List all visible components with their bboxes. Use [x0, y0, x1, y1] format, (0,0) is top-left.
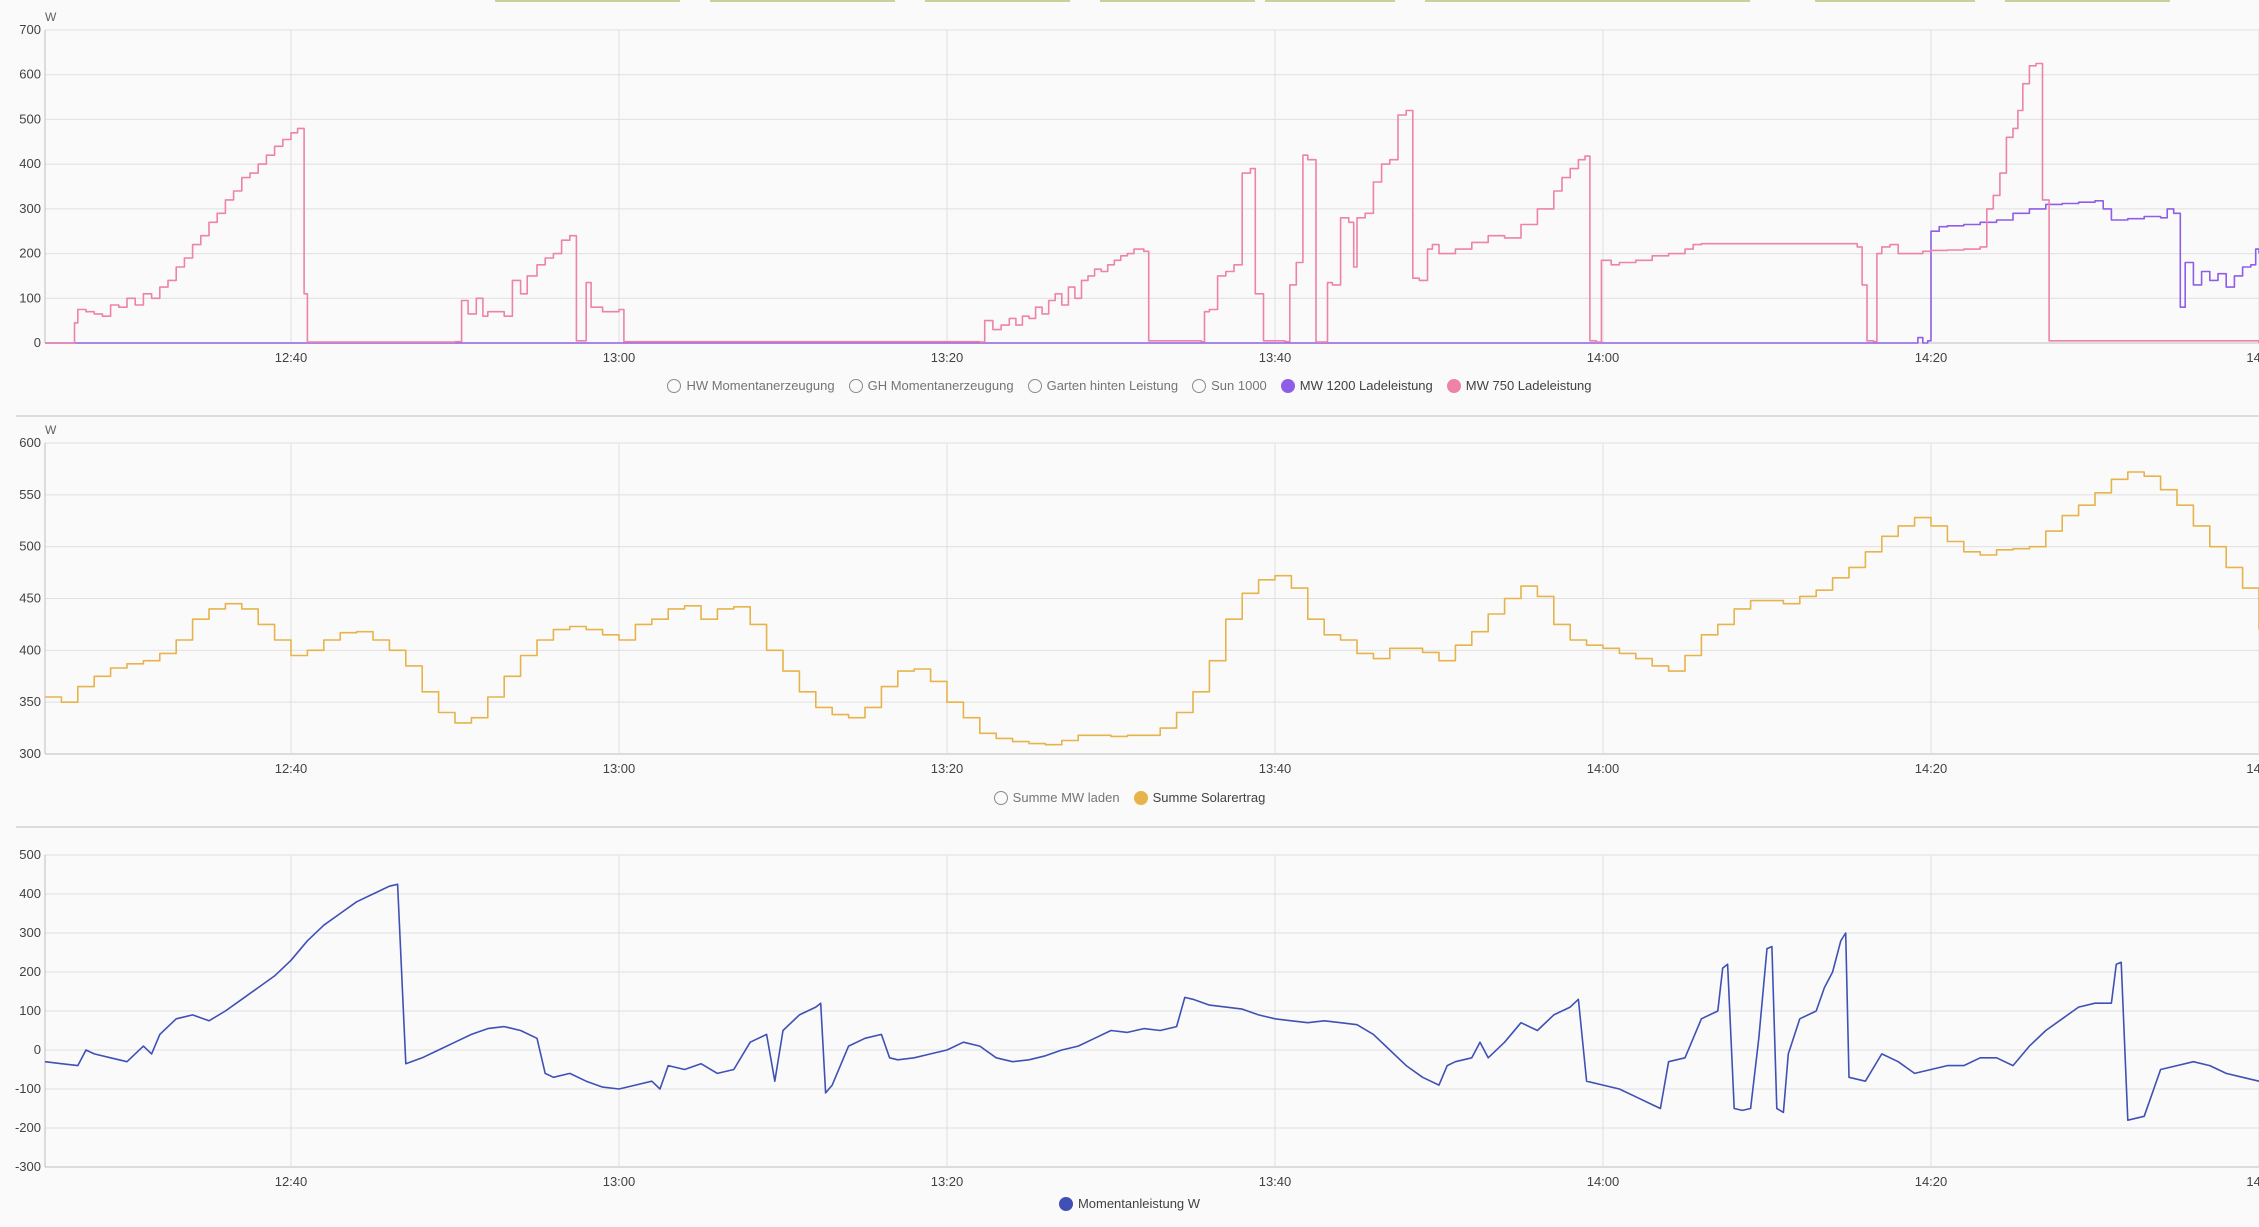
y-tick-label: 600 [19, 67, 41, 82]
x-tick-label: 12:40 [275, 761, 308, 776]
x-tick-label: 13:00 [603, 350, 636, 365]
series-line-mw-750-ladeleistung[interactable] [45, 62, 2259, 344]
top-toolbar-fragment [1815, 0, 1975, 2]
y-tick-label: 0 [34, 335, 41, 350]
legend-empty-circle-icon [848, 378, 863, 393]
top-toolbar-fragment [1265, 0, 1395, 2]
x-tick-label: 14:00 [1587, 1174, 1620, 1189]
legend-item[interactable]: Garten hinten Leistung [1027, 378, 1179, 393]
legend-filled-dot-icon [1280, 378, 1295, 393]
legend-label: MW 750 Ladeleistung [1465, 378, 1592, 393]
legend-label: Summe Solarertrag [1152, 790, 1266, 805]
legend-item[interactable]: HW Momentanerzeugung [667, 378, 835, 393]
legend-item[interactable]: Sun 1000 [1192, 378, 1267, 393]
top-toolbar-fragment [1100, 0, 1255, 2]
legend-item[interactable]: MW 750 Ladeleistung [1446, 378, 1592, 393]
y-tick-label: -300 [15, 1159, 41, 1174]
top-toolbar-fragment [1425, 0, 1615, 2]
x-tick-label: 14:4 [2246, 350, 2259, 365]
legend-empty-circle-icon [667, 378, 682, 393]
y-tick-label: 100 [19, 1003, 41, 1018]
chart-legend: Summe MW laden Summe Solarertrag [0, 790, 2259, 805]
legend-filled-dot-icon [1446, 378, 1461, 393]
x-tick-label: 14:20 [1915, 761, 1948, 776]
chart-panel-ladeleistung: 0 100 200 300 400 500 600 700 12:40 13:00 13:20 13:… [0, 0, 2259, 410]
legend-label: HW Momentanerzeugung [686, 378, 835, 393]
x-tick-label: 14:00 [1587, 350, 1620, 365]
x-tick-label: 13:00 [603, 761, 636, 776]
legend-item[interactable]: GH Momentanerzeugung [848, 378, 1014, 393]
legend-filled-dot-icon [1058, 1196, 1073, 1211]
y-tick-label: 450 [19, 591, 41, 606]
y-tick-label: 500 [19, 539, 41, 554]
y-tick-label: 350 [19, 694, 41, 709]
legend-empty-circle-icon [1192, 378, 1207, 393]
top-toolbar-fragment [495, 0, 680, 2]
legend-label: GH Momentanerzeugung [867, 378, 1014, 393]
y-tick-label: 400 [19, 642, 41, 657]
y-tick-label: 600 [19, 435, 41, 450]
legend-label: Sun 1000 [1211, 378, 1267, 393]
x-tick-label: 13:20 [931, 1174, 964, 1189]
legend-label: MW 1200 Ladeleistung [1299, 378, 1433, 393]
y-tick-label: 700 [19, 22, 41, 37]
x-tick-label: 13:20 [931, 761, 964, 776]
y-unit-label: W [45, 10, 57, 24]
legend-item[interactable]: Summe Solarertrag [1133, 790, 1266, 805]
y-tick-label: 500 [19, 111, 41, 126]
legend-filled-dot-icon [1133, 790, 1148, 805]
legend-label: Summe MW laden [1012, 790, 1120, 805]
x-tick-label: 12:40 [275, 1174, 308, 1189]
chart-momentanleistung[interactable]: -300 -200 -100 0 100 200 300 400 500 12:40 13:00 13… [0, 832, 2259, 1227]
x-tick-label: 13:20 [931, 350, 964, 365]
legend-item[interactable]: Momentanleistung W [1058, 1196, 1201, 1211]
x-tick-label: 13:40 [1259, 1174, 1292, 1189]
x-tick-label: 14:20 [1915, 1174, 1948, 1189]
y-tick-label: 300 [19, 201, 41, 216]
y-tick-label: 100 [19, 290, 41, 305]
chart-panel-solarertrag: 300 350 400 450 500 550 600 12:40 13:00 13:20 13:4… [0, 420, 2259, 820]
top-toolbar-fragment [2005, 0, 2170, 2]
series-line-momentanleistung-w[interactable] [44, 883, 2259, 1121]
legend-item[interactable]: MW 1200 Ladeleistung [1280, 378, 1433, 393]
y-tick-label: 400 [19, 156, 41, 171]
x-tick-label: 13:40 [1259, 761, 1292, 776]
x-tick-label: 13:40 [1259, 350, 1292, 365]
y-tick-label: 400 [19, 886, 41, 901]
top-toolbar-fragment [925, 0, 1070, 2]
series-line-summe-solarertrag[interactable] [45, 471, 2259, 746]
y-tick-label: 200 [19, 964, 41, 979]
chart-solarertrag[interactable]: 300 350 400 450 500 550 600 12:40 13:00 13:20 13:4… [0, 420, 2259, 820]
x-tick-label: 14:00 [1587, 761, 1620, 776]
top-toolbar-fragment [1610, 0, 1750, 2]
x-tick-label: 14:4 [2246, 761, 2259, 776]
chart-ladeleistung[interactable]: 0 100 200 300 400 500 600 700 12:40 13:00 13:20 13:… [0, 0, 2259, 410]
y-tick-label: 300 [19, 746, 41, 761]
y-unit-label: W [45, 423, 57, 437]
y-tick-label: 0 [34, 1042, 41, 1057]
panel-separator [16, 826, 2259, 828]
legend-item[interactable]: Summe MW laden [993, 790, 1120, 805]
y-tick-label: -200 [15, 1120, 41, 1135]
chart-panel-momentanleistung: -300 -200 -100 0 100 200 300 400 500 12:40 13:00 13… [0, 832, 2259, 1227]
legend-empty-circle-icon [993, 790, 1008, 805]
legend-label: Momentanleistung W [1077, 1196, 1201, 1211]
legend-label: Garten hinten Leistung [1046, 378, 1179, 393]
x-tick-label: 14:20 [1915, 350, 1948, 365]
x-tick-label: 12:40 [275, 350, 308, 365]
legend-empty-circle-icon [1027, 378, 1042, 393]
x-tick-label: 13:00 [603, 1174, 636, 1189]
y-tick-label: -100 [15, 1081, 41, 1096]
y-tick-label: 200 [19, 246, 41, 261]
y-tick-label: 300 [19, 925, 41, 940]
top-toolbar-fragment [710, 0, 895, 2]
y-tick-label: 550 [19, 487, 41, 502]
y-tick-label: 500 [19, 847, 41, 862]
chart-legend: Momentanleistung W [0, 1196, 2259, 1211]
chart-legend: HW Momentanerzeugung GH Momentanerzeugung… [0, 378, 2259, 393]
series-line-mw-1200-ladeleistung[interactable] [45, 200, 2259, 344]
x-tick-label: 14:4 [2246, 1174, 2259, 1189]
panel-separator [16, 415, 2259, 417]
